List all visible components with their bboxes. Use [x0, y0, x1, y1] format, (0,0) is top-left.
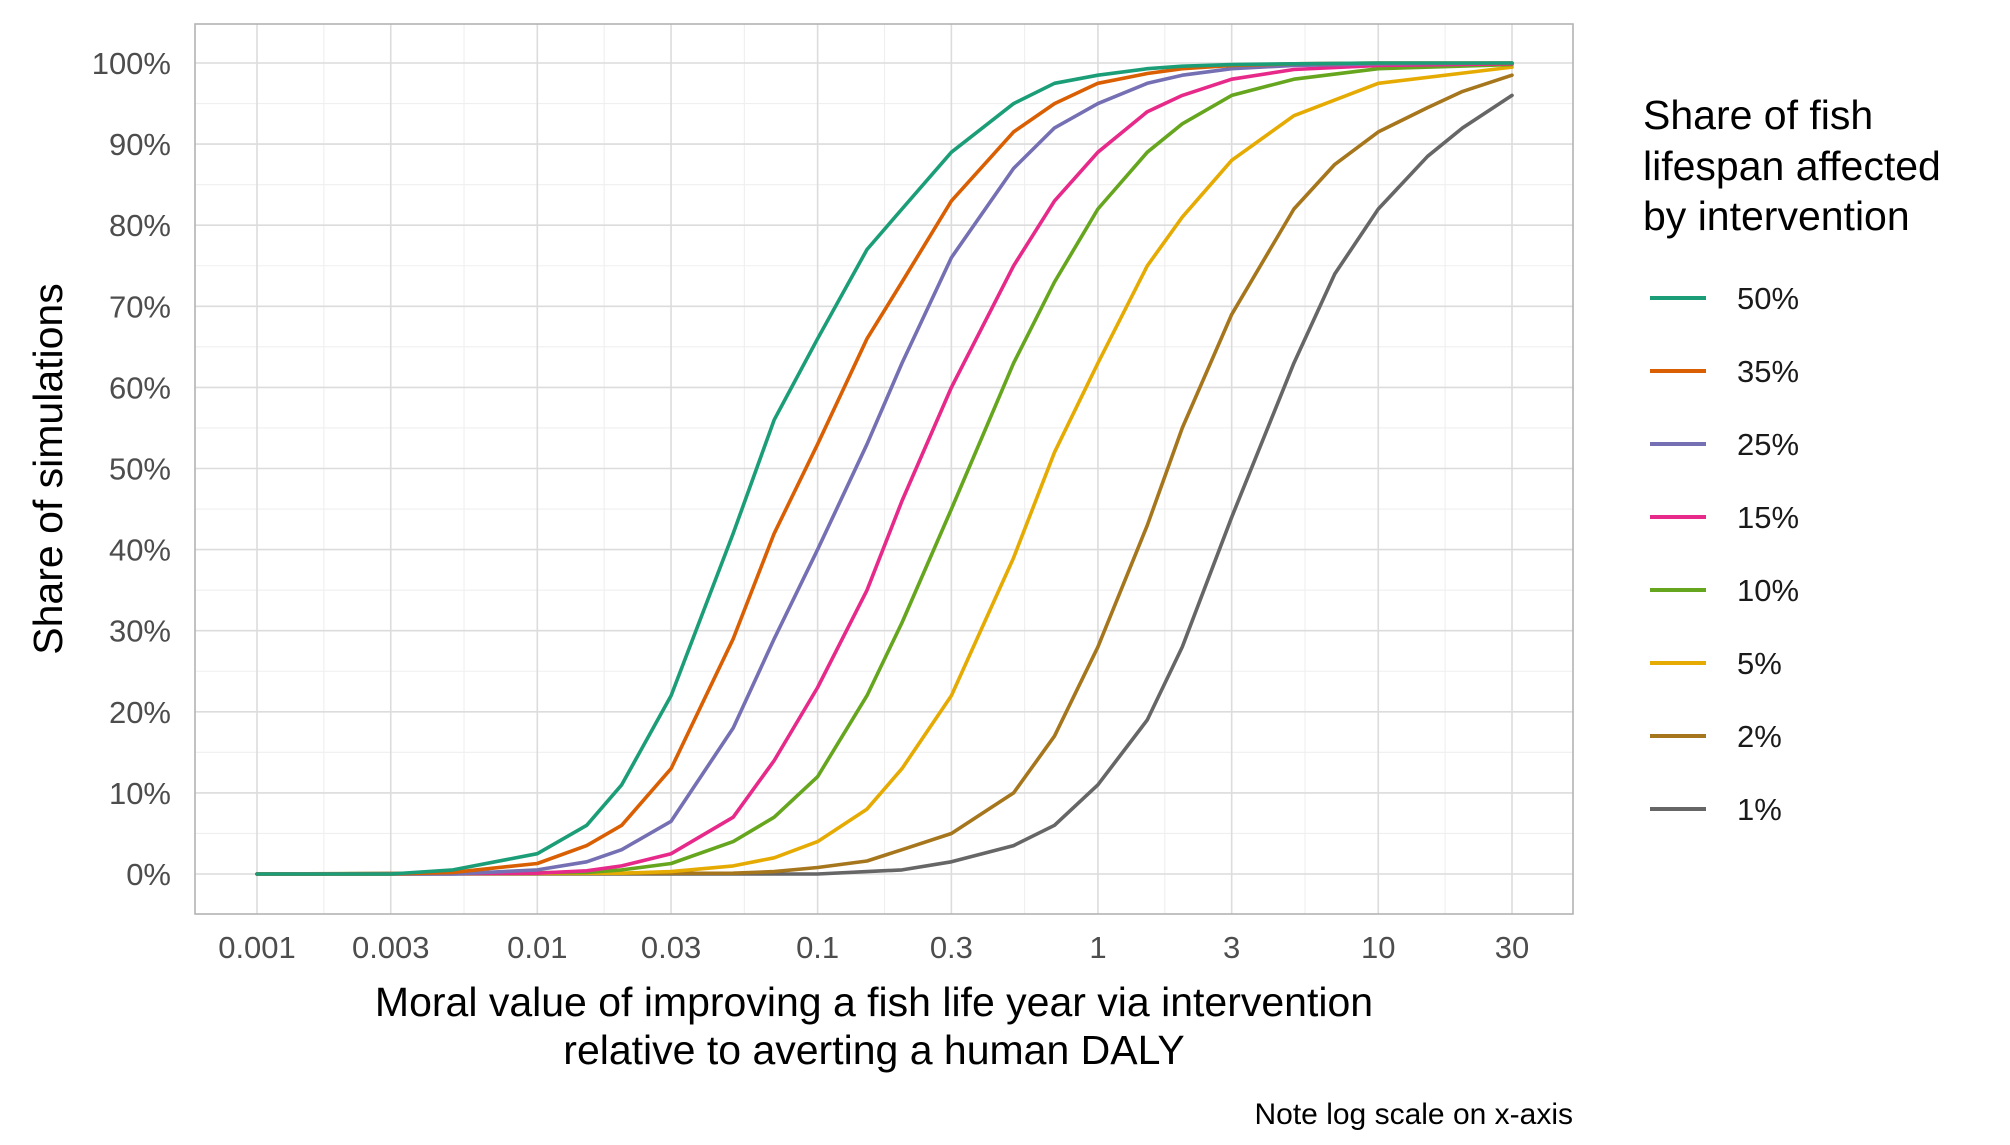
- legend-item: 10%: [1650, 573, 1799, 608]
- legend-item: 35%: [1650, 354, 1799, 389]
- legend-label: 15%: [1737, 500, 1799, 535]
- x-axis-title-line-2: relative to averting a human DALY: [563, 1027, 1184, 1073]
- legend-label: 35%: [1737, 354, 1799, 389]
- x-tick-label: 0.3: [930, 930, 973, 965]
- series-line-25pct: [255, 61, 1514, 876]
- legend-label: 1%: [1737, 792, 1782, 827]
- legend-item: 1%: [1650, 792, 1782, 827]
- legend-item: 5%: [1650, 646, 1782, 681]
- y-tick-label: 90%: [109, 127, 171, 162]
- series-line-1pct: [255, 93, 1514, 876]
- y-tick-label: 20%: [109, 695, 171, 730]
- x-tick-label: 0.1: [796, 930, 839, 965]
- plot-panel-border: [194, 23, 1574, 915]
- legend-item: 50%: [1650, 281, 1799, 316]
- y-tick-label: 50%: [109, 452, 171, 487]
- series-line-15pct: [255, 61, 1514, 876]
- x-axis-title-line-1: Moral value of improving a fish life yea…: [375, 979, 1373, 1025]
- grid: [195, 24, 1573, 914]
- x-tick-label: 1: [1089, 930, 1106, 965]
- y-tick-label: 30%: [109, 614, 171, 649]
- x-tick-label: 0.03: [641, 930, 701, 965]
- legend-title-line-3: by intervention: [1643, 193, 1910, 239]
- x-axis-ticks: 0.001 0.003 0.01 0.03 0.1 0.3 1 3 10 30: [218, 930, 1529, 965]
- y-tick-label: 70%: [109, 289, 171, 324]
- legend-label: 50%: [1737, 281, 1799, 316]
- series-line-5pct: [255, 65, 1514, 876]
- x-tick-label: 0.001: [218, 930, 296, 965]
- y-axis-ticks: 0% 10% 20% 30% 40% 50% 60% 70% 80% 90% 100%: [92, 46, 171, 892]
- y-tick-label: 0%: [126, 857, 171, 892]
- legend-label: 2%: [1737, 719, 1782, 754]
- y-tick-label: 80%: [109, 208, 171, 243]
- y-tick-label: 10%: [109, 776, 171, 811]
- series-line-50pct: [255, 61, 1514, 876]
- y-tick-label: 60%: [109, 370, 171, 405]
- legend-items: 50% 35% 25% 15% 10% 5% 2% 1%: [1650, 281, 1799, 827]
- x-tick-label: 0.003: [352, 930, 430, 965]
- x-tick-label: 10: [1361, 930, 1395, 965]
- legend-title-line-2: lifespan affected: [1643, 143, 1941, 189]
- series-line-10pct: [255, 62, 1514, 876]
- legend-label: 5%: [1737, 646, 1782, 681]
- y-axis-title: Share of simulations: [25, 283, 71, 654]
- legend-label: 10%: [1737, 573, 1799, 608]
- legend: Share of fish lifespan affected by inter…: [1643, 92, 1941, 827]
- legend-item: 15%: [1650, 500, 1799, 535]
- series-line-2pct: [255, 73, 1514, 876]
- x-tick-label: 3: [1223, 930, 1240, 965]
- x-tick-label: 30: [1495, 930, 1529, 965]
- legend-item: 2%: [1650, 719, 1782, 754]
- y-tick-label: 100%: [92, 46, 171, 81]
- series-lines: [255, 61, 1514, 876]
- caption-note: Note log scale on x-axis: [1255, 1098, 1574, 1131]
- legend-title-line-1: Share of fish: [1643, 92, 1873, 138]
- y-tick-label: 40%: [109, 533, 171, 568]
- x-tick-label: 0.01: [507, 930, 567, 965]
- legend-label: 25%: [1737, 427, 1799, 462]
- legend-item: 25%: [1650, 427, 1799, 462]
